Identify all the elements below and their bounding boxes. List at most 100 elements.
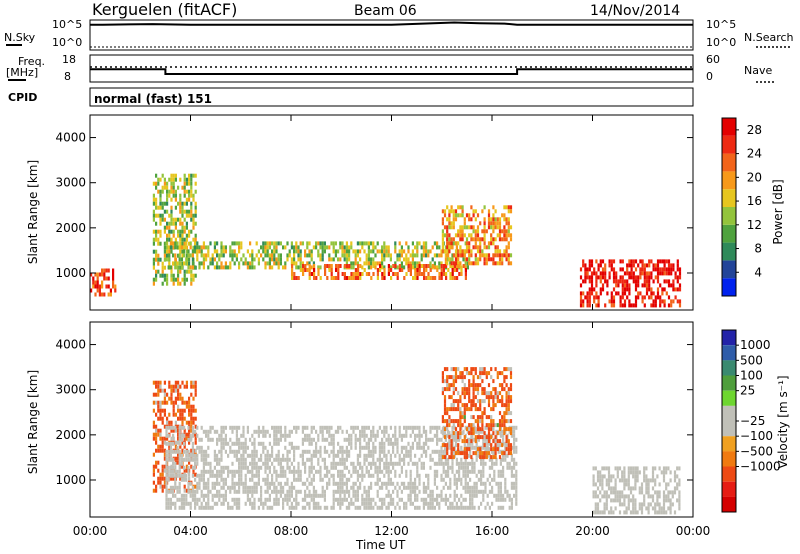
- velocity-cell-0: [190, 408, 193, 413]
- velocity-cell-3: [607, 510, 611, 515]
- velocity-cell-1: [389, 437, 392, 442]
- velocity-cell-1: [253, 485, 256, 490]
- velocity-cell-1: [400, 445, 403, 450]
- velocity-cell-1: [350, 445, 353, 450]
- power-cell-5: [672, 279, 675, 284]
- velocity-cell-1: [464, 481, 467, 486]
- velocity-cell-2: [494, 367, 497, 372]
- power-cell-2: [180, 257, 183, 262]
- power-cell-1: [163, 273, 166, 278]
- velocity-cell-1: [231, 477, 234, 482]
- velocity-cell-0: [155, 392, 158, 397]
- power-cell-4: [472, 213, 475, 218]
- velocity-cell-1: [213, 501, 216, 506]
- velocity-cell-1: [288, 457, 291, 462]
- power-cell-4: [470, 237, 473, 242]
- power-cell-2: [279, 257, 282, 262]
- velocity-cell-1: [253, 453, 256, 458]
- power-cell-4: [498, 217, 502, 222]
- velocity-cell-2: [494, 435, 497, 440]
- velocity-cell-1: [218, 497, 221, 502]
- power-cell-3: [456, 264, 459, 268]
- power-cell-1: [194, 209, 197, 214]
- velocity-cell-1: [398, 453, 401, 458]
- nsky-line: [90, 21, 693, 26]
- power-cell-1: [188, 269, 191, 274]
- velocity-cell-1: [330, 433, 333, 438]
- velocity-cell-3: [651, 486, 655, 491]
- power-cell-1: [163, 253, 166, 258]
- velocity-cell-1: [455, 501, 458, 506]
- velocity-cell-2: [505, 447, 508, 452]
- power-cell-1: [183, 273, 186, 278]
- velocity-cell-1: [194, 429, 197, 434]
- velocity-cell-1: [491, 449, 494, 454]
- power-cell-5: [601, 271, 605, 276]
- velocity-cell-1: [273, 441, 276, 446]
- power-cell-3: [361, 272, 364, 276]
- power-cell-2: [383, 253, 386, 258]
- power-cell-4: [487, 213, 491, 218]
- velocity-cell-1: [385, 465, 388, 470]
- velocity-cell-1: [257, 469, 260, 474]
- velocity-cell-1: [238, 437, 241, 442]
- velocity-cell-1: [233, 469, 236, 474]
- velocity-cell-1: [460, 501, 463, 506]
- velocity-cell-2: [481, 379, 484, 384]
- power-cell-1: [174, 277, 177, 282]
- velocity-cell-1: [301, 497, 304, 502]
- power-cell-4: [492, 217, 495, 222]
- velocity-cell-1: [398, 429, 401, 434]
- power-cell-5: [582, 279, 585, 284]
- velocity-cell-0: [177, 388, 180, 393]
- power-colorbar-tick-label: 20: [747, 170, 762, 184]
- velocity-cell-1: [341, 501, 344, 506]
- velocity-cell-1: [447, 469, 450, 474]
- velocity-cell-1: [323, 493, 326, 498]
- velocity-cell-1: [477, 449, 480, 454]
- velocity-cell-1: [260, 429, 263, 434]
- velocity-cell-1: [398, 485, 401, 490]
- velocity-cell-0: [159, 388, 162, 393]
- velocity-cell-1: [513, 433, 516, 438]
- power-cell-4: [507, 205, 510, 210]
- power-cell-4: [503, 233, 506, 238]
- velocity-cell-1: [403, 461, 406, 466]
- power-cell-2: [297, 257, 300, 262]
- velocity-cell-2: [472, 431, 475, 436]
- velocity-colorbar-swatch: [722, 405, 736, 421]
- power-cell-2: [372, 245, 375, 250]
- velocity-cell-1: [220, 429, 223, 434]
- power-cell-2: [202, 265, 205, 270]
- velocity-cell-1: [306, 493, 309, 498]
- velocity-cell-1: [235, 437, 238, 442]
- velocity-cell-1: [240, 477, 243, 482]
- velocity-cell-2: [501, 383, 504, 388]
- velocity-cell-2: [479, 399, 482, 404]
- velocity-cell-2: [472, 403, 475, 408]
- velocity-cell-1: [471, 469, 474, 474]
- velocity-cell-1: [194, 453, 197, 458]
- power-cell-2: [257, 261, 260, 266]
- velocity-cell-1: [323, 465, 326, 470]
- velocity-cell-1: [466, 461, 469, 466]
- velocity-cell-1: [216, 457, 219, 462]
- power-cell-0: [96, 280, 99, 285]
- power-cell-2: [383, 245, 386, 250]
- power-cell-5: [659, 295, 662, 300]
- velocity-cell-1: [180, 497, 183, 502]
- velocity-cell-1: [363, 453, 366, 458]
- velocity-cell-1: [312, 505, 315, 510]
- velocity-cell-3: [605, 466, 608, 471]
- velocity-cell-1: [403, 505, 406, 510]
- power-cell-3: [370, 276, 373, 280]
- power-cell-4: [487, 253, 491, 258]
- velocity-cell-1: [323, 489, 326, 494]
- velocity-cell-1: [319, 477, 322, 482]
- velocity-cell-2: [509, 411, 513, 416]
- velocity-cell-1: [449, 481, 452, 486]
- velocity-cell-1: [176, 449, 179, 454]
- nave-label: Nave: [744, 64, 773, 77]
- velocity-cell-1: [220, 433, 223, 438]
- velocity-cell-0: [159, 432, 162, 437]
